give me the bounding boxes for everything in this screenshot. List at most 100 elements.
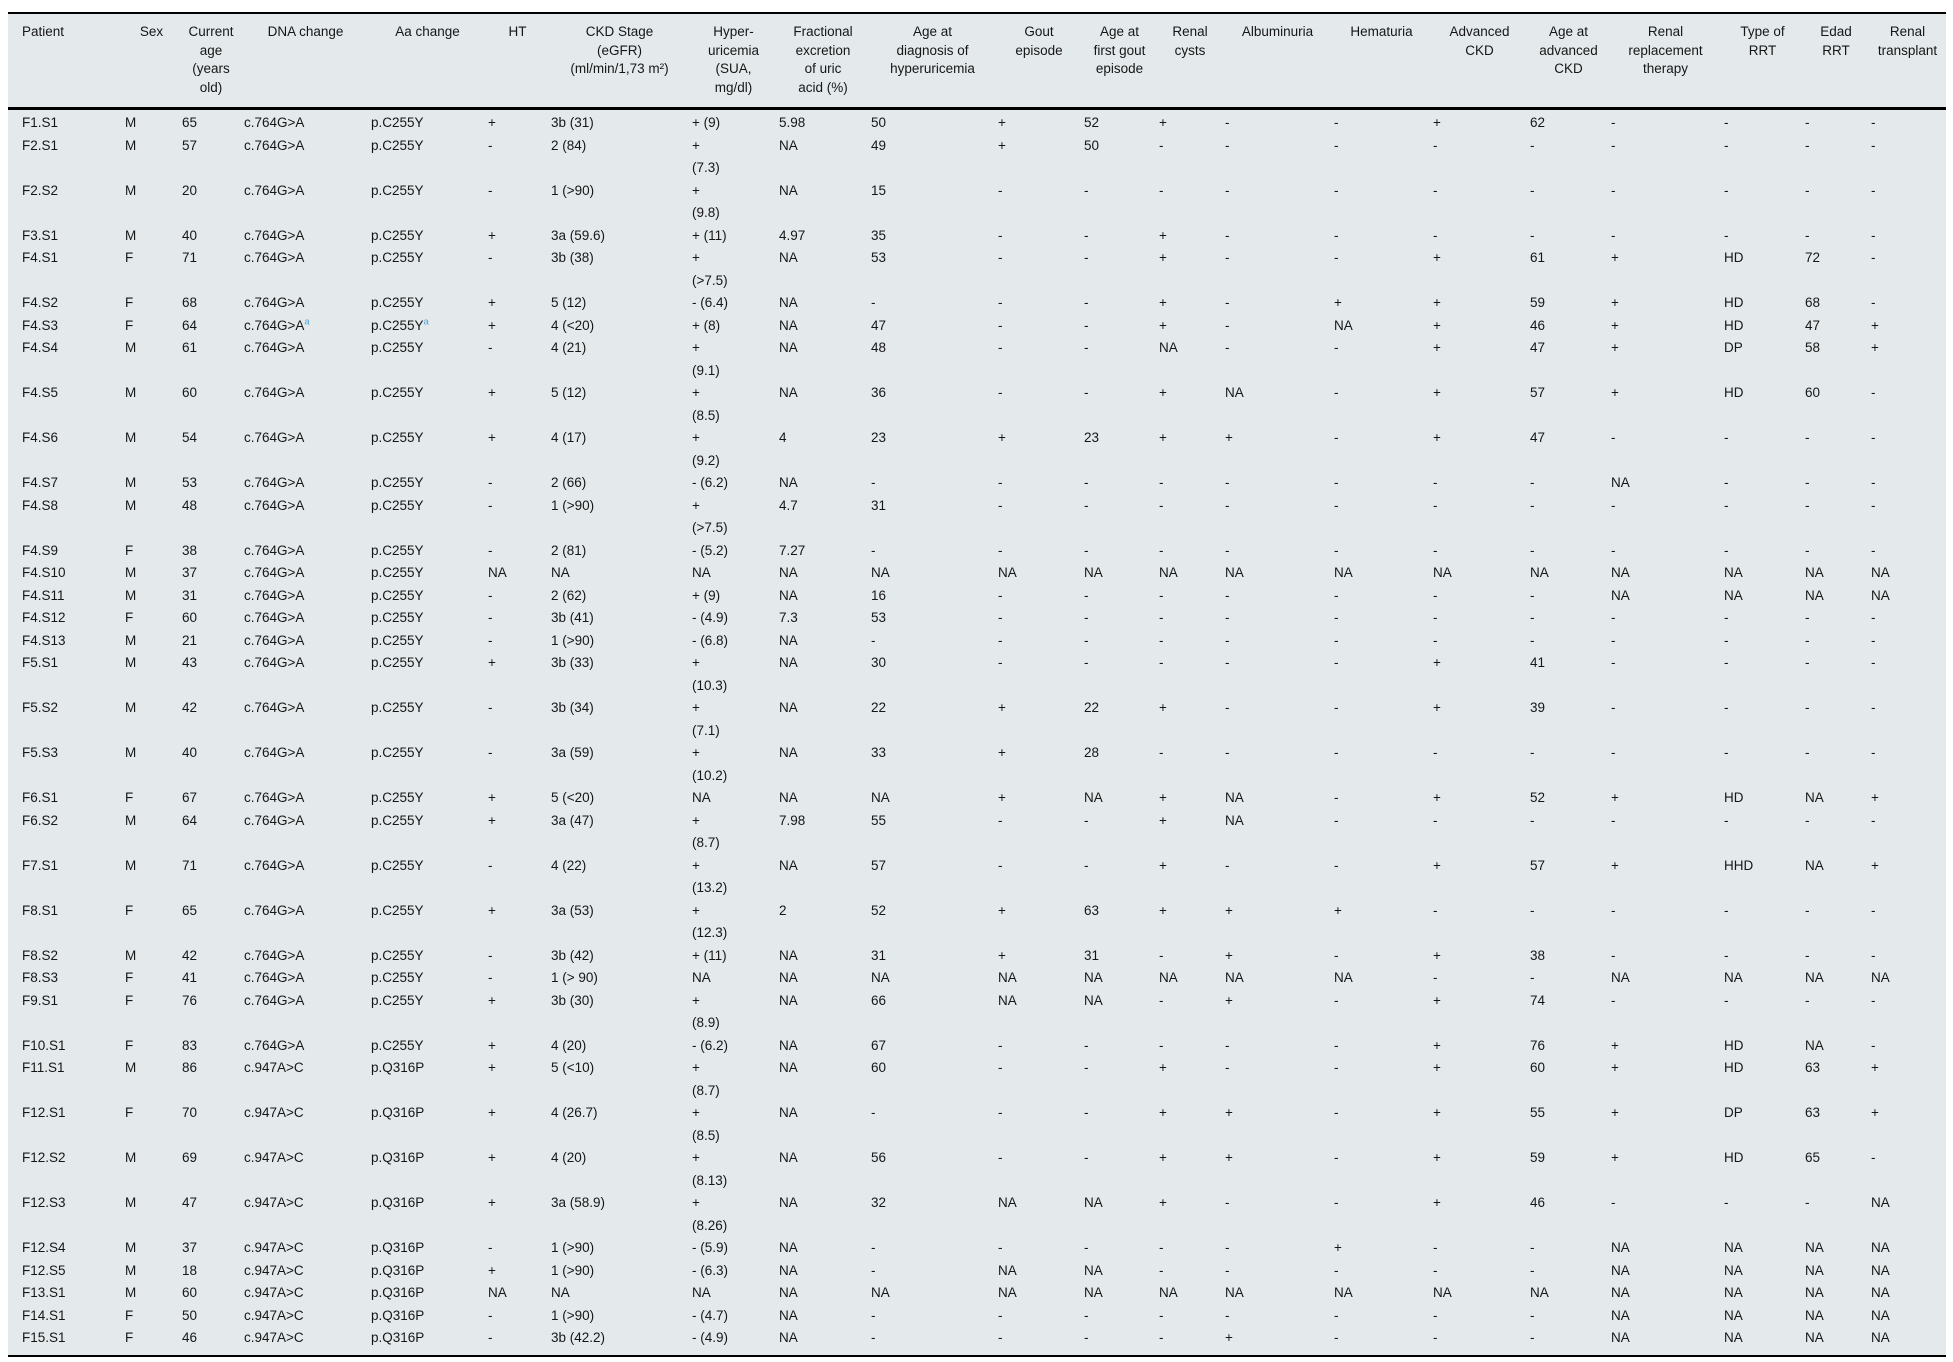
cell-age_advanced_ckd: -	[1530, 632, 1535, 648]
table-row: F4.S3 F 64 c.764G>Aa p.C255Ya +4 (<20) + (8) NA…	[8, 315, 1946, 338]
cell-renal_transplant: -	[1871, 115, 1876, 130]
cell-renal_cysts: +	[1159, 1150, 1167, 1165]
cell-type_rrt: DP	[1724, 340, 1743, 355]
table-row: F5.S2 M 42 c.764G>A p.C255Y - 3b (34) + (7.1) NA…	[8, 697, 1946, 742]
cell-patient: F1.S1	[22, 115, 59, 130]
cell-hyperuricemia: + (9.2)	[692, 430, 720, 468]
cell-hyperuricemia: + (8.5)	[692, 385, 720, 423]
cell-age_first_gout: 22	[1084, 700, 1100, 715]
cell-renal_replacement: -	[1611, 700, 1616, 715]
column-header-age_advanced_ckd: Age at advanced CKD	[1528, 14, 1609, 110]
cell-fractional_excretion: NA	[779, 137, 798, 153]
cell-gout_episode: -	[998, 812, 1003, 828]
cell-hyperuricemia: NA	[692, 790, 711, 805]
cell-edad_rrt: 47	[1805, 317, 1821, 333]
cell-renal_cysts: -	[1159, 542, 1164, 558]
cell-sex: M	[125, 182, 137, 198]
cell-aa_change: p.C255Ya	[369, 315, 486, 338]
cell-edad_rrt: NA	[1805, 857, 1824, 873]
cell-renal_replacement: -	[1611, 610, 1616, 625]
cell-dna_change: c.764G>A	[244, 700, 305, 715]
cell-fractional_excretion: NA	[779, 1195, 798, 1210]
cell-age_advanced_ckd: -	[1530, 542, 1535, 558]
cell-gout_episode: +	[998, 700, 1006, 715]
cell-ht: +	[488, 385, 496, 400]
cell-age_first_gout: 28	[1084, 745, 1100, 760]
cell-type_rrt: -	[1724, 947, 1729, 963]
cell-current_age: 50	[182, 1307, 198, 1323]
cell-age_first_gout: NA	[1084, 790, 1103, 805]
cell-ckd_stage: 3a (47)	[551, 812, 594, 828]
cell-gout_episode: -	[998, 1240, 1003, 1255]
cell-fractional_excretion: NA	[779, 1037, 798, 1053]
cell-dna_change: c.764G>A	[244, 655, 305, 670]
cell-age_first_gout: 52	[1084, 115, 1100, 130]
cell-type_rrt: NA	[1724, 565, 1743, 580]
cell-gout_episode: +	[998, 430, 1006, 445]
cell-fractional_excretion: 4	[779, 430, 787, 445]
column-header-fractional_excretion: Fractional excretion of uric acid (%)	[777, 14, 869, 110]
cell-age_dx_hyperuricemia: -	[871, 1105, 876, 1120]
cell-age_advanced_ckd: 57	[1530, 385, 1546, 400]
cell-fractional_excretion: NA	[779, 317, 798, 333]
cell-advanced_ckd: -	[1433, 902, 1438, 918]
cell-aa_change: p.C255Y	[371, 745, 424, 760]
cell-advanced_ckd: +	[1433, 1105, 1441, 1120]
cell-edad_rrt: -	[1805, 992, 1810, 1008]
cell-ht: -	[488, 137, 493, 153]
cell-aa_change: p.C255Y	[371, 565, 424, 580]
cell-hematuria: -	[1334, 992, 1339, 1008]
cell-ckd_stage: 2 (66)	[551, 475, 587, 490]
cell-ht: -	[488, 542, 493, 558]
column-header-hematuria: Hematuria	[1332, 14, 1431, 110]
cell-albuminuria: -	[1225, 1240, 1230, 1255]
cell-patient: F4.S11	[22, 587, 65, 603]
cell-current_age: 46	[182, 1330, 198, 1345]
cell-ht: +	[488, 227, 496, 243]
patients-table: Patient Sex Current age (years old) DNA cha…	[8, 14, 1946, 1350]
cell-renal_replacement: NA	[1611, 1262, 1630, 1278]
cell-current_age: 37	[182, 1240, 198, 1255]
cell-type_rrt: -	[1724, 497, 1729, 513]
cell-ckd_stage: 3b (38)	[551, 250, 594, 265]
cell-ckd_stage: 3b (34)	[551, 700, 594, 715]
cell-age_advanced_ckd: 57	[1530, 857, 1546, 873]
cell-type_rrt: -	[1724, 700, 1729, 715]
cell-renal_cysts: NA	[1159, 1285, 1178, 1300]
cell-renal_replacement: +	[1611, 295, 1619, 310]
cell-patient: F3.S1	[22, 227, 59, 243]
cell-renal_cysts: -	[1159, 137, 1164, 153]
cell-hematuria: NA	[1334, 565, 1353, 580]
cell-sex: M	[125, 385, 137, 400]
cell-hyperuricemia: + (8.13)	[692, 1150, 728, 1188]
cell-renal_replacement: +	[1611, 857, 1619, 873]
cell-renal_transplant: NA	[1871, 1240, 1890, 1255]
cell-renal_transplant: -	[1871, 655, 1876, 670]
cell-renal_transplant: -	[1871, 610, 1876, 625]
cell-age_advanced_ckd: 62	[1530, 115, 1546, 130]
cell-age_advanced_ckd: -	[1530, 227, 1535, 243]
cell-ht: -	[488, 857, 493, 873]
cell-hematuria: NA	[1334, 970, 1353, 985]
cell-sex: M	[125, 565, 137, 580]
cell-ckd_stage: 5 (<10)	[551, 1060, 595, 1075]
cell-albuminuria: -	[1225, 475, 1230, 490]
cell-ht: -	[488, 632, 493, 648]
cell-advanced_ckd: -	[1433, 1240, 1438, 1255]
cell-renal_cysts: -	[1159, 1240, 1164, 1255]
cell-type_rrt: HD	[1724, 295, 1744, 310]
cell-sex: M	[125, 1240, 137, 1255]
cell-hematuria: -	[1334, 137, 1339, 153]
cell-ckd_stage: 1 (>90)	[551, 632, 595, 648]
cell-patient: F4.S6	[22, 430, 59, 445]
cell-aa_change: p.Q316P	[371, 1240, 425, 1255]
table-row: F4.S11 M 31 c.764G>A p.C255Y - 2 (62) + (9) NA 16…	[8, 585, 1946, 608]
cell-edad_rrt: NA	[1805, 1037, 1824, 1053]
cell-renal_cysts: -	[1159, 655, 1164, 670]
cell-current_age: 67	[182, 790, 198, 805]
cell-age_first_gout: -	[1084, 317, 1089, 333]
cell-ckd_stage: 2 (62)	[551, 587, 587, 603]
cell-type_rrt: HD	[1724, 790, 1744, 805]
cell-fractional_excretion: NA	[779, 340, 798, 355]
cell-sex: M	[125, 430, 137, 445]
